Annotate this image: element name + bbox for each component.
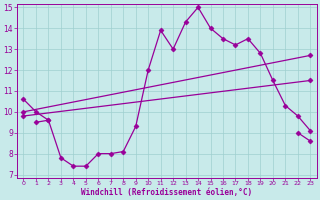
X-axis label: Windchill (Refroidissement éolien,°C): Windchill (Refroidissement éolien,°C): [81, 188, 252, 197]
